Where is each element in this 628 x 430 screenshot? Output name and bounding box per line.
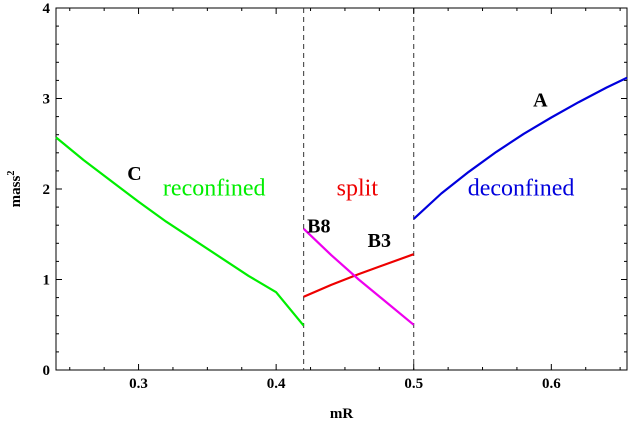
curve-label-A: A	[533, 90, 548, 112]
y-tick-label: 1	[43, 273, 51, 289]
series-line-B3	[303, 253, 415, 298]
x-tick-label: 0.4	[267, 376, 286, 392]
y-tick-label: 0	[43, 363, 51, 379]
curve-labels: C B8 B3 A	[127, 90, 548, 252]
region-label-deconfined: deconfined	[468, 175, 575, 201]
y-tick-label: 2	[43, 182, 51, 198]
region-label-reconfined: reconfined	[163, 175, 266, 201]
series-lines	[55, 76, 628, 327]
divider-lines	[303, 8, 415, 370]
series-line-B8	[302, 228, 415, 326]
y-axis-label-superscript: 2	[6, 171, 17, 176]
region-labels: reconfined split deconfined	[163, 175, 574, 201]
y-tick-label: 3	[43, 92, 51, 108]
curve-label-B3: B3	[368, 230, 391, 252]
curve-label-B8: B8	[307, 215, 330, 237]
region-label-split: split	[337, 175, 379, 201]
x-tick-label: 0.6	[542, 376, 561, 392]
x-tick-label: 0.5	[404, 376, 423, 392]
y-tick-label: 4	[43, 1, 51, 17]
axis-ticks: 0.3 0.4 0.5 0.6 0 1 2 3 4	[43, 1, 627, 392]
x-tick-label: 0.3	[129, 376, 148, 392]
y-axis-label: mass2	[6, 171, 24, 208]
curve-label-C: C	[127, 163, 141, 185]
x-axis-label: mR	[330, 406, 353, 422]
series-line-C	[55, 136, 305, 327]
series-line-A	[412, 76, 628, 220]
y-axis-label-text: mass	[8, 176, 24, 208]
